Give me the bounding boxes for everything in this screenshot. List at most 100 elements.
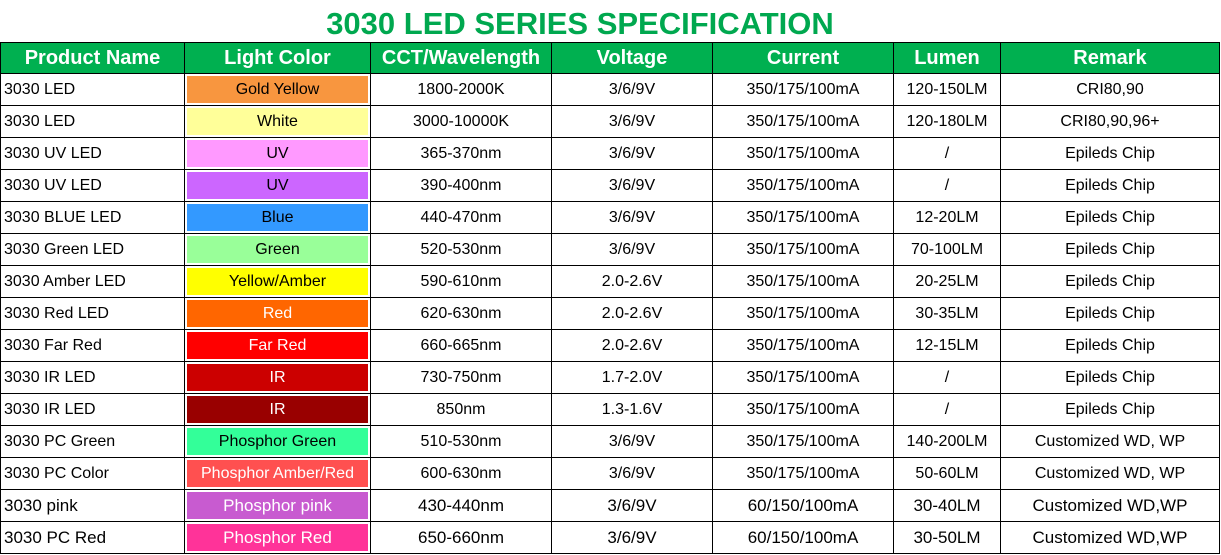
table-cell: 3/6/9V xyxy=(551,425,713,458)
table-cell: Epileds Chip xyxy=(1000,297,1220,330)
table-row: 3030 LED White 3000-10000K 3/6/9V 350/175/10… xyxy=(0,105,1220,138)
table-cell: 660-665nm xyxy=(370,329,552,362)
table-cell: 140-200LM xyxy=(893,425,1001,458)
table-cell: 350/175/100mA xyxy=(712,105,894,138)
table-cell: 2.0-2.6V xyxy=(551,329,713,362)
table-cell: 350/175/100mA xyxy=(712,169,894,202)
table-cell: 12-15LM xyxy=(893,329,1001,362)
table-cell: Customized WD, WP xyxy=(1000,457,1220,490)
table-cell: 3/6/9V xyxy=(551,521,713,554)
table-cell: 3030 IR LED xyxy=(0,361,185,394)
table-row: 3030 PC Green Phosphor Green 510-530nm 3/6/… xyxy=(0,425,1220,458)
table-cell: 3030 IR LED xyxy=(0,393,185,426)
header-cell: Voltage xyxy=(551,42,713,74)
table-cell: 590-610nm xyxy=(370,265,552,298)
table-cell: 120-150LM xyxy=(893,73,1001,106)
table-cell: 600-630nm xyxy=(370,457,552,490)
header-cell: CCT/Wavelength xyxy=(370,42,552,74)
table-cell: 730-750nm xyxy=(370,361,552,394)
table-cell: 3030 PC Red xyxy=(0,521,185,554)
table-cell: 3030 LED xyxy=(0,105,185,138)
color-cell: Yellow/Amber xyxy=(184,265,371,298)
table-cell: 650-660nm xyxy=(370,521,552,554)
table-row: 3030 PC Red Phosphor Red 650-660nm 3/6/9V 60… xyxy=(0,521,1220,554)
table-cell: 520-530nm xyxy=(370,233,552,266)
table-row: 3030 Green LED Green 520-530nm 3/6/9V 350/17… xyxy=(0,233,1220,266)
color-cell: Phosphor Amber/Red xyxy=(184,457,371,490)
color-cell: Phosphor Green xyxy=(184,425,371,458)
table-row: 3030 Amber LED Yellow/Amber 590-610nm 2.0-2… xyxy=(0,265,1220,298)
table-cell: 350/175/100mA xyxy=(712,393,894,426)
table-cell: 1.3-1.6V xyxy=(551,393,713,426)
table-cell: Customized WD,WP xyxy=(1000,489,1220,522)
table-cell: 3/6/9V xyxy=(551,73,713,106)
table-cell: Epileds Chip xyxy=(1000,169,1220,202)
table-cell: / xyxy=(893,169,1001,202)
table-cell: Epileds Chip xyxy=(1000,137,1220,170)
table-row: 3030 Red LED Red 620-630nm 2.0-2.6V 350/175/… xyxy=(0,297,1220,330)
table-cell: 3030 Amber LED xyxy=(0,265,185,298)
table-cell: 30-50LM xyxy=(893,521,1001,554)
table-cell: 30-40LM xyxy=(893,489,1001,522)
header-cell: Current xyxy=(712,42,894,74)
table-row: 3030 pink Phosphor pink 430-440nm 3/6/9V 60/… xyxy=(0,489,1220,522)
table-cell: 3030 BLUE LED xyxy=(0,201,185,234)
table-cell: / xyxy=(893,361,1001,394)
table-cell: 3/6/9V xyxy=(551,201,713,234)
header-cell: Product Name xyxy=(0,42,185,74)
table-cell: 3030 PC Color xyxy=(0,457,185,490)
color-cell: White xyxy=(184,105,371,138)
table-cell: 3030 Green LED xyxy=(0,233,185,266)
table-cell: Epileds Chip xyxy=(1000,233,1220,266)
header-cell: Remark xyxy=(1000,42,1220,74)
color-cell: Phosphor Red xyxy=(184,521,371,554)
table-cell: 350/175/100mA xyxy=(712,73,894,106)
table-cell: 350/175/100mA xyxy=(712,425,894,458)
color-cell: IR xyxy=(184,361,371,394)
color-cell: Red xyxy=(184,297,371,330)
header-cell: Light Color xyxy=(184,42,371,74)
table-row: 3030 UV LED UV 365-370nm 3/6/9V 350/175/100m… xyxy=(0,137,1220,170)
table-cell: Epileds Chip xyxy=(1000,361,1220,394)
table-cell: 350/175/100mA xyxy=(712,201,894,234)
table-cell: 1800-2000K xyxy=(370,73,552,106)
header-cell: Lumen xyxy=(893,42,1001,74)
table-cell: 3/6/9V xyxy=(551,105,713,138)
table-cell: 3/6/9V xyxy=(551,489,713,522)
table-cell: / xyxy=(893,393,1001,426)
color-cell: IR xyxy=(184,393,371,426)
table-cell: 350/175/100mA xyxy=(712,297,894,330)
table-cell: 50-60LM xyxy=(893,457,1001,490)
table-cell: 350/175/100mA xyxy=(712,329,894,362)
table-cell: 2.0-2.6V xyxy=(551,265,713,298)
table-cell: Epileds Chip xyxy=(1000,329,1220,362)
table-cell: 120-180LM xyxy=(893,105,1001,138)
table-cell: 365-370nm xyxy=(370,137,552,170)
color-cell: Phosphor pink xyxy=(184,489,371,522)
table-cell: 3030 LED xyxy=(0,73,185,106)
table-row: 3030 IR LED IR 730-750nm 1.7-2.0V 350/175/10… xyxy=(0,361,1220,394)
table-cell: 60/150/100mA xyxy=(712,521,894,554)
table-cell: 350/175/100mA xyxy=(712,457,894,490)
table-row: 3030 UV LED UV 390-400nm 3/6/9V 350/175/100m… xyxy=(0,169,1220,202)
color-cell: Green xyxy=(184,233,371,266)
table-body: 3030 LED Gold Yellow 1800-2000K 3/6/9V 350/1… xyxy=(0,73,1220,554)
table-cell: 3/6/9V xyxy=(551,457,713,490)
table-cell: Customized WD, WP xyxy=(1000,425,1220,458)
table-cell: 30-35LM xyxy=(893,297,1001,330)
table-cell: 3000-10000K xyxy=(370,105,552,138)
table-cell: 70-100LM xyxy=(893,233,1001,266)
table-cell: / xyxy=(893,137,1001,170)
table-cell: 1.7-2.0V xyxy=(551,361,713,394)
table-cell: 60/150/100mA xyxy=(712,489,894,522)
table-cell: 350/175/100mA xyxy=(712,361,894,394)
table-row: 3030 IR LED IR 850nm 1.3-1.6V 350/175/100mA /… xyxy=(0,393,1220,426)
table-cell: 350/175/100mA xyxy=(712,233,894,266)
table-cell: 430-440nm xyxy=(370,489,552,522)
color-cell: UV xyxy=(184,137,371,170)
table-row: 3030 LED Gold Yellow 1800-2000K 3/6/9V 350/1… xyxy=(0,73,1220,106)
table-row: 3030 BLUE LED Blue 440-470nm 3/6/9V 350/175/… xyxy=(0,201,1220,234)
table-cell: 350/175/100mA xyxy=(712,265,894,298)
header-row: Product Name Light Color CCT/Wavelength Vol… xyxy=(0,42,1220,74)
